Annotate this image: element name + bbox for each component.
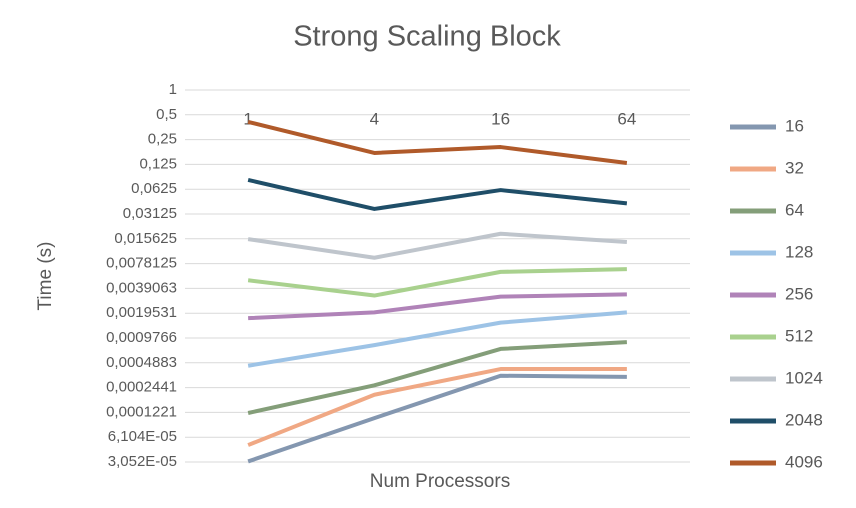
legend-label: 64 xyxy=(785,200,804,219)
y-tick-label: 3,052E-05 xyxy=(108,453,177,470)
y-tick-label: 1 xyxy=(169,81,177,98)
series-line xyxy=(247,310,628,368)
legend-label: 32 xyxy=(785,158,804,177)
series-line xyxy=(247,267,627,298)
series-line xyxy=(248,292,627,321)
legend-label: 16 xyxy=(785,116,804,135)
legend-label: 512 xyxy=(785,326,813,345)
legend-label: 256 xyxy=(785,284,813,303)
x-axis-label: Num Processors xyxy=(370,471,510,492)
y-tick-label: 6,104E-05 xyxy=(108,428,177,445)
y-tick-label: 0,015625 xyxy=(114,230,177,247)
y-tick-label: 0,0078125 xyxy=(106,255,177,272)
legend-label: 2048 xyxy=(785,410,823,429)
series-line xyxy=(247,340,627,415)
x-tick-label: 16 xyxy=(491,109,510,128)
x-tick-label: 64 xyxy=(617,109,636,128)
y-axis-label: Time (s) xyxy=(35,242,56,311)
legend-label: 1024 xyxy=(785,368,823,387)
y-tick-label: 0,0019531 xyxy=(106,304,177,321)
x-tick-label: 1 xyxy=(243,109,252,128)
x-tick-label: 4 xyxy=(370,109,379,128)
y-tick-label: 0,0001221 xyxy=(106,403,177,420)
y-tick-label: 0,0002441 xyxy=(106,379,177,396)
y-tick-label: 0,125 xyxy=(139,155,177,172)
legend-label: 128 xyxy=(785,242,813,261)
series-line xyxy=(247,367,627,447)
y-tick-label: 0,0039063 xyxy=(106,279,177,296)
series-line xyxy=(247,231,628,260)
y-tick-label: 0,5 xyxy=(156,106,177,123)
series-line xyxy=(247,177,628,211)
legend-label: 4096 xyxy=(785,452,823,471)
y-tick-label: 0,0004883 xyxy=(106,354,177,371)
y-tick-label: 0,25 xyxy=(148,131,177,148)
series-line xyxy=(247,119,628,165)
y-tick-label: 0,0009766 xyxy=(106,329,177,346)
y-tick-label: 0,0625 xyxy=(131,180,177,197)
y-tick-label: 0,03125 xyxy=(123,205,177,222)
series-line xyxy=(247,373,627,464)
chart-title: Strong Scaling Block xyxy=(293,21,561,53)
